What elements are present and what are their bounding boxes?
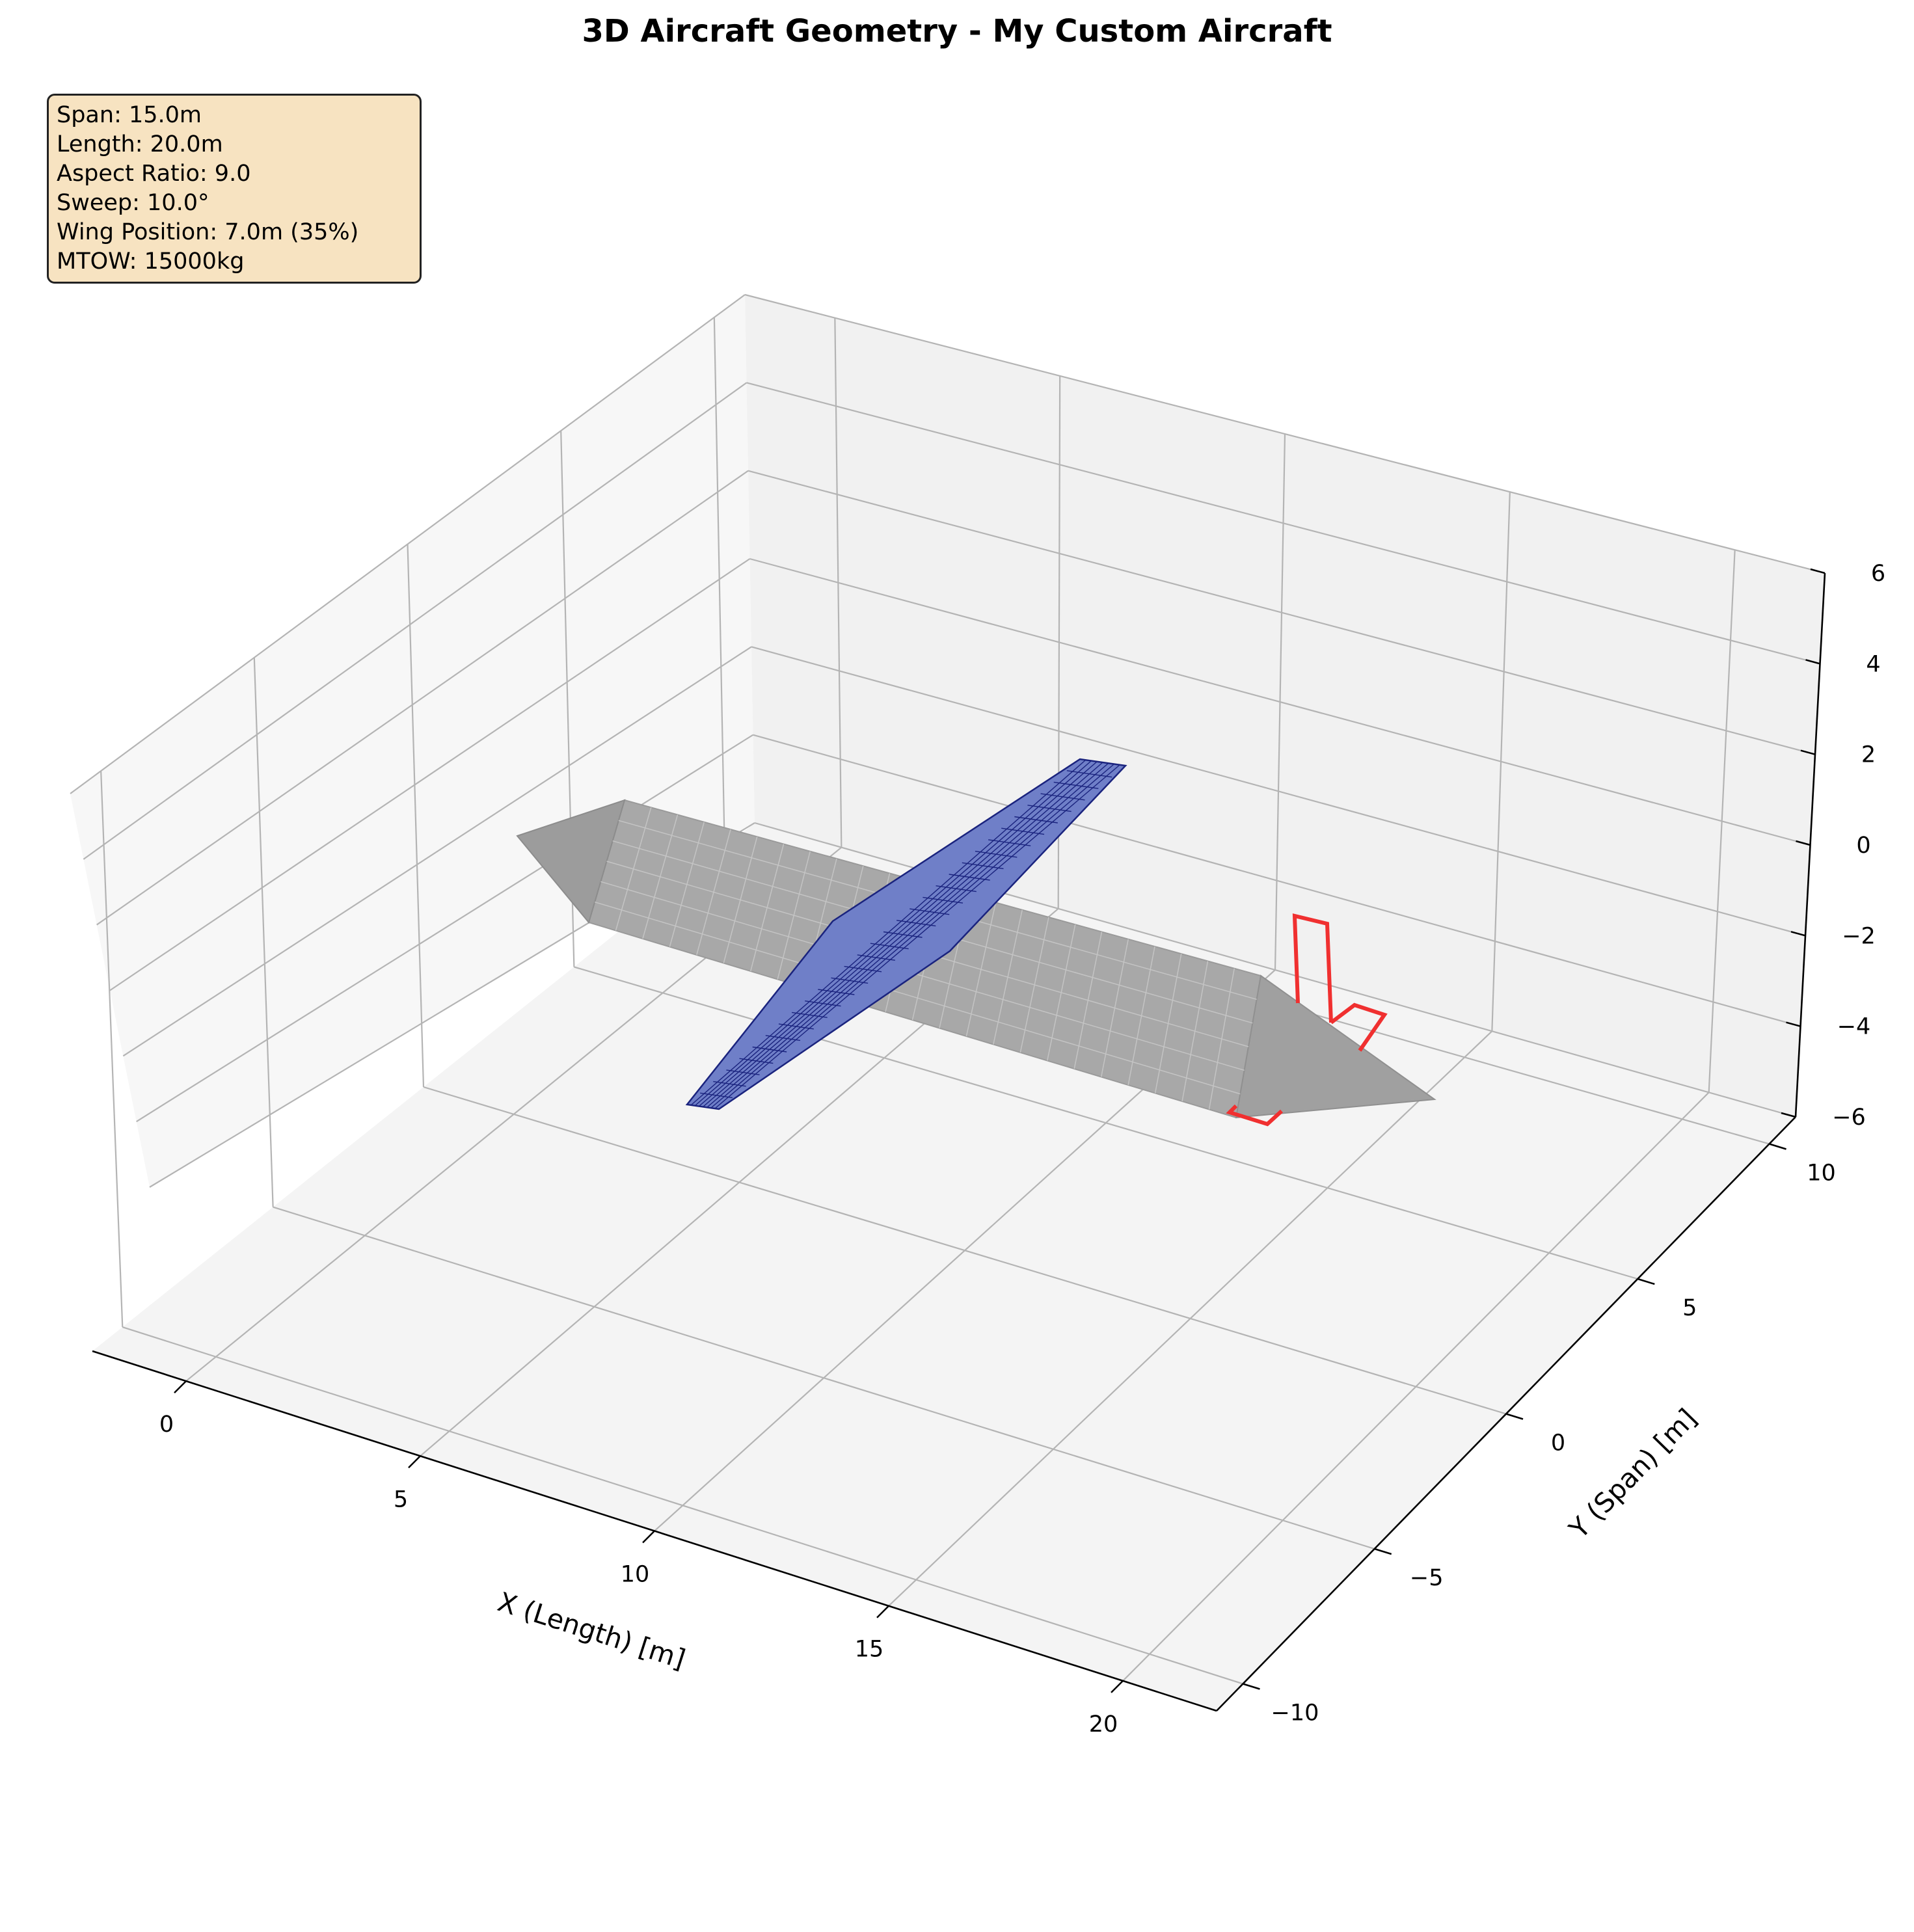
z-tick-label: 6 (1871, 561, 1885, 587)
z-tick-label: 4 (1866, 651, 1880, 677)
x-tick-label: 20 (1089, 1711, 1118, 1737)
x-tick-label: 5 (394, 1486, 408, 1512)
y-tick-label: 0 (1551, 1430, 1565, 1456)
x-tick-mark (642, 1530, 655, 1544)
y-gridline (423, 1086, 1507, 1415)
y-tick-label: −5 (1410, 1565, 1444, 1591)
fuselage-mesh-line (600, 881, 1245, 1071)
chart-title: 3D Aircraft Geometry - My Custom Aircraf… (582, 13, 1332, 49)
z-tick-label: −2 (1842, 923, 1876, 949)
info-line-aspect-ratio: Aspect Ratio: 9.0 (57, 161, 251, 187)
x-ticks: 0 5 10 15 20 (159, 1380, 1124, 1737)
pane-back-left (70, 295, 755, 1187)
wing-mesh-line (710, 763, 1114, 1108)
info-line-span: Span: 15.0m (57, 102, 202, 128)
info-box: Span: 15.0m Length: 20.0m Aspect Ratio: … (47, 94, 422, 284)
z-tick-mark (1796, 840, 1811, 846)
z-tick-label: −4 (1837, 1014, 1871, 1040)
z-tick-mark (1810, 568, 1826, 574)
z-gridline-wall (136, 734, 754, 1123)
wing-mesh-line (703, 762, 1103, 1108)
info-line-mtow: MTOW: 15000kg (57, 248, 245, 275)
y-gridline (273, 1206, 1375, 1550)
z-gridline-wall (109, 558, 751, 991)
z-gridline (744, 293, 1826, 574)
info-line-wing-position: Wing Position: 7.0m (35%) (57, 219, 359, 245)
x-tick-label: 0 (159, 1412, 174, 1438)
y-gridline-wall (407, 544, 425, 1088)
z-tick-mark (1781, 1112, 1796, 1118)
wing-mesh-line (698, 761, 1098, 1107)
wing-mesh-line (707, 762, 1109, 1108)
fuselage-mesh-line (594, 901, 1241, 1095)
vertical-tail (1292, 913, 1333, 1023)
y-tick-mark (1374, 1548, 1392, 1555)
z-tick-label: −6 (1832, 1105, 1866, 1131)
x-tick-mark (876, 1605, 889, 1618)
x-axis-label: X (Length) [m] (494, 1586, 689, 1675)
y-gridline (574, 966, 1638, 1280)
z-gridline-wall (96, 470, 749, 926)
info-line-length: Length: 20.0m (57, 131, 223, 157)
wing-mesh-line (690, 759, 1086, 1106)
x-tick-mark (408, 1455, 421, 1469)
grid-lines (70, 293, 1826, 1685)
y-gridline-wall (100, 771, 124, 1328)
z-tick-mark (1790, 931, 1806, 937)
z-gridline (753, 734, 1801, 1027)
z-gridline (749, 557, 1811, 846)
x-tick-mark (1111, 1680, 1124, 1693)
y-ticks: −10 −5 0 5 10 (1243, 1143, 1836, 1726)
y-gridline (122, 1326, 1243, 1685)
pane-floor (92, 823, 1796, 1711)
y-axis-label: Y (Span) [m] (1563, 1402, 1703, 1545)
z-gridline-wall (122, 646, 752, 1057)
y-tick-mark (1243, 1683, 1260, 1690)
z-tick-mark (1786, 1021, 1801, 1027)
x-tick-label: 10 (621, 1562, 650, 1588)
y-tick-label: 5 (1682, 1295, 1697, 1321)
y-tick-label: −10 (1271, 1700, 1319, 1726)
y-tick-mark (1637, 1278, 1655, 1285)
z-gridline (751, 646, 1806, 937)
z-gridline-wall (70, 294, 746, 794)
z-gridline (746, 382, 1820, 665)
z-tick-label: 2 (1861, 742, 1876, 768)
wing-surface (685, 758, 1127, 1110)
wing-mesh-line (714, 764, 1120, 1109)
y-tick-mark (1505, 1413, 1524, 1420)
info-line-sweep: Sweep: 10.0° (57, 190, 209, 216)
x-tick-label: 15 (855, 1637, 884, 1663)
z-tick-mark (1805, 659, 1820, 665)
tail-surfaces (1226, 913, 1388, 1127)
horizontal-tail-right (1330, 1002, 1388, 1052)
wing-mesh-line (694, 760, 1092, 1107)
z-gridline (748, 470, 1816, 755)
z-gridline-wall (83, 382, 748, 860)
x-tick-mark (174, 1380, 187, 1393)
z-tick-mark (1800, 749, 1816, 755)
z-tick-label: 0 (1856, 833, 1870, 859)
pane-back-right (745, 295, 1825, 1117)
y-tick-label: 10 (1807, 1161, 1836, 1187)
y-tick-mark (1769, 1143, 1786, 1150)
y-gridline-wall (713, 317, 725, 847)
z-ticks: −6 −4 −2 0 2 4 6 (1781, 561, 1885, 1131)
horizontal-tail-left (1226, 1104, 1284, 1127)
